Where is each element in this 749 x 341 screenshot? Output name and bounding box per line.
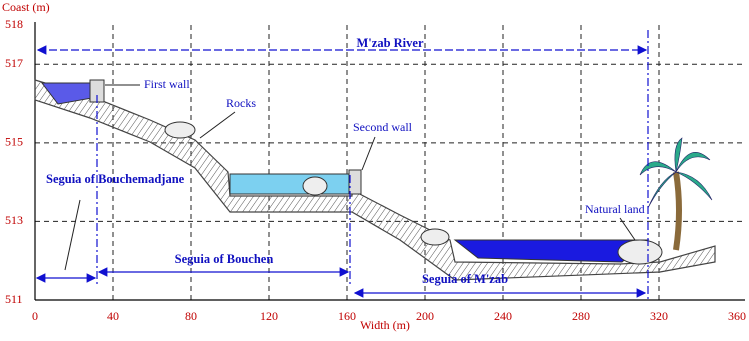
first-wall-label: First wall — [144, 77, 190, 91]
diagram: Coast (m) Width (m) M'zab River First wa… — [0, 0, 749, 336]
x-axis-label: Width (m) — [360, 318, 410, 332]
pointer — [65, 200, 80, 270]
rock — [303, 177, 327, 195]
x-tick-label: 160 — [338, 309, 356, 323]
seguia-label: Seguia of Bouchen — [175, 252, 274, 266]
x-tick-label: 320 — [650, 309, 668, 323]
rock — [421, 229, 449, 245]
second-wall-label: Second wall — [353, 120, 413, 134]
second-wall — [349, 170, 361, 194]
y-axis-label: Coast (m) — [2, 0, 50, 14]
x-tick-label: 240 — [494, 309, 512, 323]
x-tick-label: 80 — [185, 309, 197, 323]
x-tick-label: 200 — [416, 309, 434, 323]
seguia-label: Seguia of M'zab — [422, 272, 508, 286]
x-tick-label: 40 — [107, 309, 119, 323]
y-tick-label: 511 — [5, 292, 23, 306]
x-tick-label: 0 — [32, 309, 38, 323]
rock — [165, 122, 195, 138]
y-tick-label: 513 — [5, 213, 23, 227]
y-tick-label: 517 — [5, 56, 23, 70]
seguia-label: Seguia of Bouchemadjane — [46, 172, 185, 186]
pointer — [362, 137, 375, 170]
natural-land-label: Natural land — [585, 202, 645, 216]
y-tick-label: 515 — [5, 135, 23, 149]
pool-2 — [230, 174, 350, 194]
x-tick-label: 280 — [572, 309, 590, 323]
natural-land-rock — [618, 240, 662, 264]
river-label: M'zab River — [357, 36, 424, 50]
x-tick-label: 120 — [260, 309, 278, 323]
x-tick-label: 360 — [728, 309, 746, 323]
palm-trunk — [676, 172, 679, 250]
pointer — [200, 112, 235, 138]
rocks-label: Rocks — [226, 96, 256, 110]
y-tick-label: 518 — [5, 17, 23, 31]
